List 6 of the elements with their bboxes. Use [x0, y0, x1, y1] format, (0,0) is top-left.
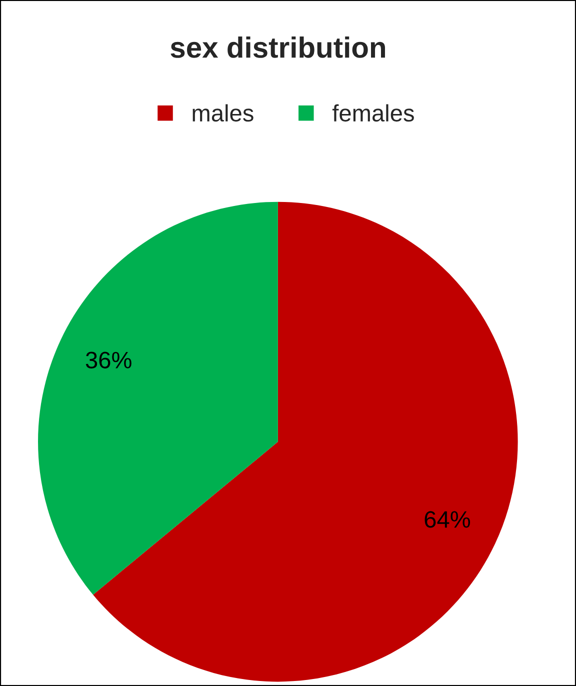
legend-label: females [332, 104, 414, 122]
legend-label: males [192, 104, 254, 122]
data-label: 64% [424, 511, 470, 528]
chart-title: sex distribution [170, 36, 385, 58]
data-label: 36% [86, 352, 132, 368]
pie-slice [38, 202, 278, 595]
